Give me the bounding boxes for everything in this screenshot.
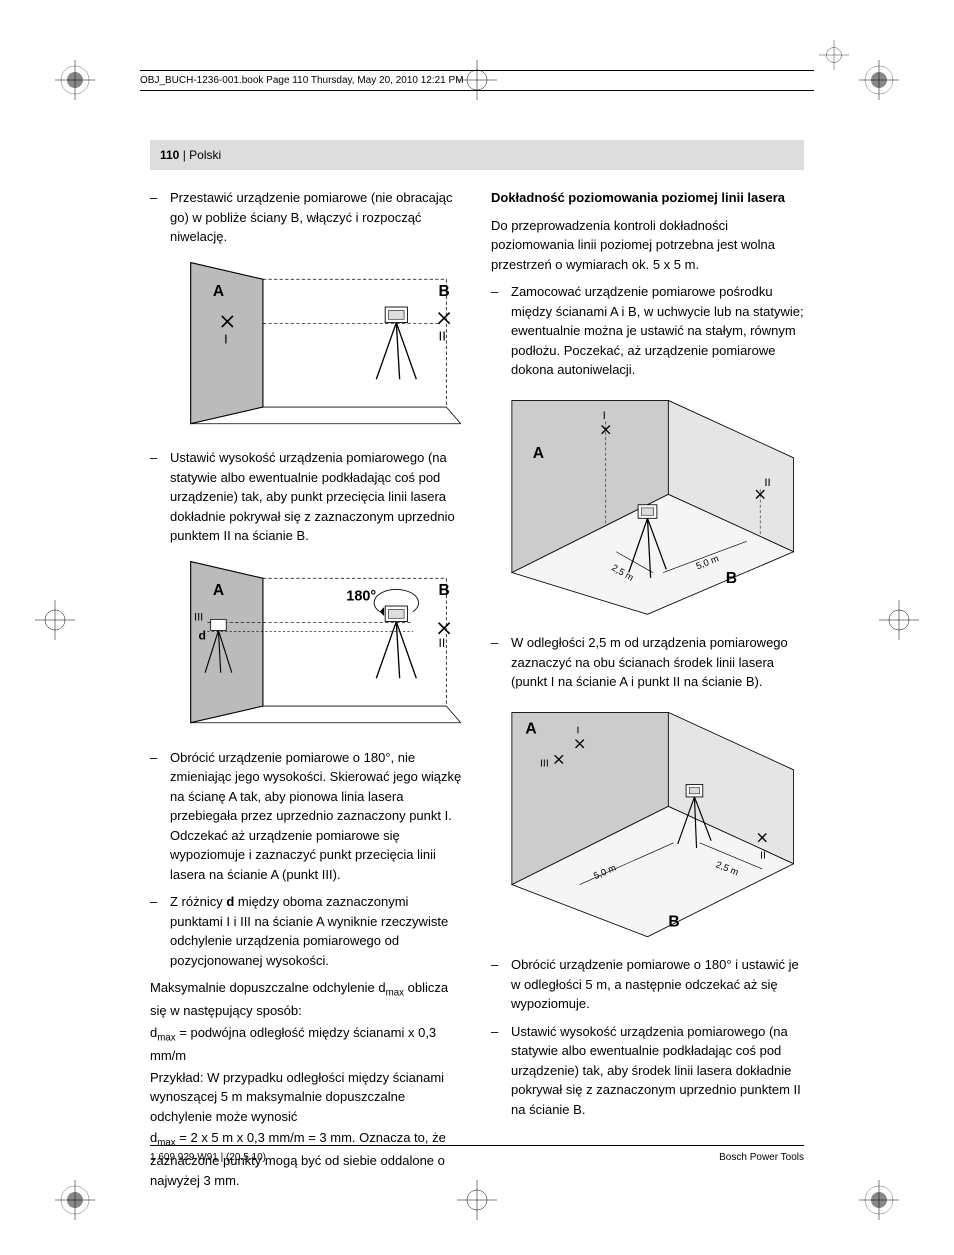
list-item-text: Zamocować urządzenie pomiarowe pośrodku … [511, 282, 804, 380]
dash-icon: – [150, 892, 162, 970]
figure-3: A B I II 2,5 m 5,0 m [491, 390, 804, 620]
paragraph: Przykład: W przypadku odległości między … [150, 1068, 463, 1127]
svg-text:B: B [668, 913, 679, 930]
page-header: 110 | Polski [150, 140, 804, 170]
right-column: Dokładność poziomowania poziomej linii l… [491, 188, 804, 1198]
list-item: – Obrócić urządzenie pomiarowe o 180° i … [491, 955, 804, 1014]
list-item-text: Ustawić wysokość urządzenia pomiarowego … [511, 1022, 804, 1120]
paragraph: Maksymalnie dopuszczalne odchylenie dmax… [150, 978, 463, 1021]
figure-1: A B I II [174, 257, 463, 435]
dash-icon: – [150, 188, 162, 247]
svg-text:II: II [439, 328, 446, 343]
list-item: – Zamocować urządzenie pomiarowe pośrodk… [491, 282, 804, 380]
figure-4: A B I II III 5,0 m 2,5 m [491, 702, 804, 942]
svg-text:B: B [439, 282, 450, 299]
svg-text:II: II [439, 636, 446, 650]
list-item-text: Przestawić urządzenie pomiarowe (nie obr… [170, 188, 463, 247]
list-item: – Obrócić urządzenie pomiarowe o 180°, n… [150, 748, 463, 885]
list-item-text: Z różnicy d między oboma zaznaczonymi pu… [170, 892, 463, 970]
svg-text:A: A [213, 582, 224, 599]
list-item-text: W odległości 2,5 m od urządzenia pomiaro… [511, 633, 804, 692]
svg-text:II: II [760, 850, 766, 861]
section-heading: Dokładność poziomowania poziomej linii l… [491, 188, 804, 208]
regmark-icon [35, 600, 75, 640]
svg-text:III: III [194, 611, 203, 623]
dash-icon: – [150, 448, 162, 546]
dash-icon: – [491, 955, 503, 1014]
footer-left: 1 609 929 W91 | (20.5.10) [150, 1150, 266, 1165]
svg-text:A: A [533, 444, 544, 461]
left-column: – Przestawić urządzenie pomiarowe (nie o… [150, 188, 463, 1198]
list-item-text: Ustawić wysokość urządzenia pomiarowego … [170, 448, 463, 546]
svg-text:I: I [224, 331, 228, 346]
svg-text:I: I [603, 410, 606, 422]
regmark-icon [859, 60, 899, 100]
list-item: – Ustawić wysokość urządzenia pomiaroweg… [491, 1022, 804, 1120]
svg-text:B: B [726, 570, 737, 587]
page-number: 110 [160, 148, 179, 162]
paragraph: Do przeprowadzenia kontroli dokładności … [491, 216, 804, 275]
list-item: – W odległości 2,5 m od urządzenia pomia… [491, 633, 804, 692]
regmark-icon [55, 60, 95, 100]
svg-text:B: B [439, 582, 450, 599]
svg-text:I: I [577, 725, 580, 736]
list-item: – Przestawić urządzenie pomiarowe (nie o… [150, 188, 463, 247]
svg-text:d: d [198, 628, 205, 642]
regmark-icon [879, 600, 919, 640]
page: OBJ_BUCH-1236-001.book Page 110 Thursday… [0, 0, 954, 1255]
svg-text:III: III [540, 758, 549, 769]
columns: – Przestawić urządzenie pomiarowe (nie o… [150, 188, 804, 1198]
list-item: – Z różnicy d między oboma zaznaczonymi … [150, 892, 463, 970]
dash-icon: – [491, 282, 503, 380]
list-item-text: Obrócić urządzenie pomiarowe o 180° i us… [511, 955, 804, 1014]
book-info: OBJ_BUCH-1236-001.book Page 110 Thursday… [140, 70, 814, 91]
regmark-icon [55, 1180, 95, 1220]
list-item: – Ustawić wysokość urządzenia pomiaroweg… [150, 448, 463, 546]
svg-text:A: A [525, 720, 536, 737]
page-language: Polski [189, 148, 221, 162]
dash-icon: – [150, 748, 162, 885]
page-footer: 1 609 929 W91 | (20.5.10) Bosch Power To… [150, 1145, 804, 1165]
paragraph: dmax = podwójna odległość między ścianam… [150, 1023, 463, 1066]
regmark-icon [859, 1180, 899, 1220]
dash-icon: – [491, 633, 503, 692]
dash-icon: – [491, 1022, 503, 1120]
list-item-text: Obrócić urządzenie pomiarowe o 180°, nie… [170, 748, 463, 885]
svg-text:A: A [213, 282, 224, 299]
content-area: 110 | Polski – Przestawić urządzenie pom… [150, 140, 804, 1165]
svg-text:II: II [764, 476, 770, 488]
footer-right: Bosch Power Tools [719, 1150, 804, 1165]
svg-text:180°: 180° [346, 588, 376, 604]
figure-2: A B 180° III d II [174, 556, 463, 734]
regmark-icon [819, 40, 849, 70]
